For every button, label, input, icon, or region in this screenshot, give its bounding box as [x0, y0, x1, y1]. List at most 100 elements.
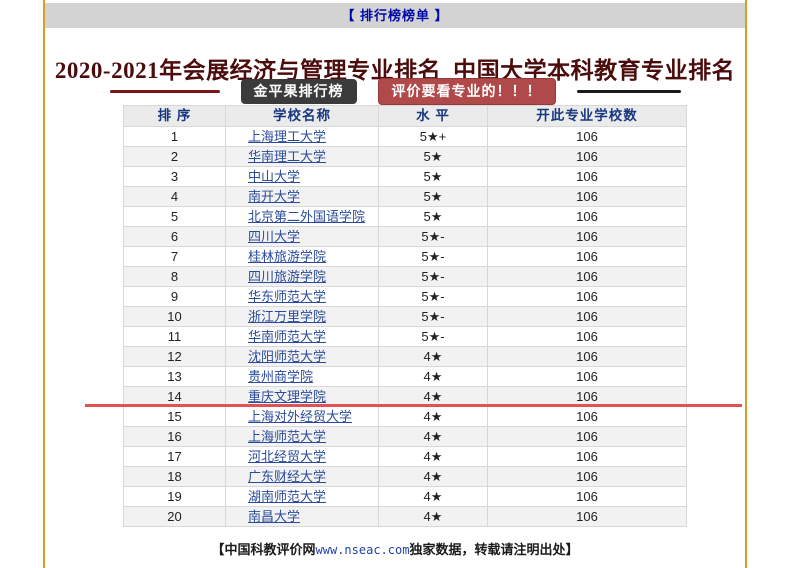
table-row: 16 上海师范大学 4★ 106 — [123, 426, 687, 447]
school-link[interactable]: 沈阳师范大学 — [248, 349, 327, 364]
section-header-label: 【 排行榜榜单 】 — [341, 8, 449, 23]
footer-url-link[interactable]: www.nseac.com — [315, 543, 410, 557]
school-link[interactable]: 重庆文理学院 — [248, 389, 327, 404]
level-cell: 5★- — [378, 226, 488, 247]
school-link[interactable]: 中山大学 — [248, 169, 301, 184]
rank-cell: 18 — [123, 466, 226, 487]
rank-cell: 8 — [123, 266, 226, 287]
school-cell: 北京第二外国语学院 — [225, 206, 379, 227]
table-row: 14 重庆文理学院 4★ 106 — [123, 386, 687, 407]
count-cell: 106 — [487, 446, 687, 467]
rank-cell: 6 — [123, 226, 226, 247]
table-row: 6 四川大学 5★- 106 — [123, 226, 687, 247]
school-cell: 华东师范大学 — [225, 286, 379, 307]
school-link[interactable]: 华东师范大学 — [248, 289, 327, 304]
table-row: 11 华南师范大学 5★- 106 — [123, 326, 687, 347]
rank-cell: 1 — [123, 126, 226, 147]
header-count: 开此专业学校数 — [487, 105, 687, 127]
school-link[interactable]: 上海师范大学 — [248, 429, 327, 444]
table-row: 19 湖南师范大学 4★ 106 — [123, 486, 687, 507]
school-link[interactable]: 贵州商学院 — [248, 369, 314, 384]
school-link[interactable]: 河北经贸大学 — [248, 449, 327, 464]
rank-cell: 13 — [123, 366, 226, 387]
count-cell: 106 — [487, 246, 687, 267]
school-cell: 湖南师范大学 — [225, 486, 379, 507]
slogan-badge: 评价要看专业的！！！ — [377, 78, 556, 105]
count-cell: 106 — [487, 486, 687, 507]
level-cell: 4★ — [378, 486, 488, 507]
table-row: 15 上海对外经贸大学 4★ 106 — [123, 406, 687, 427]
level-cell: 5★- — [378, 246, 488, 267]
level-cell: 5★- — [378, 286, 488, 307]
rank-cell: 5 — [123, 206, 226, 227]
rank-cell: 11 — [123, 326, 226, 347]
school-link[interactable]: 广东财经大学 — [248, 469, 327, 484]
school-cell: 华南师范大学 — [225, 326, 379, 347]
school-cell: 南昌大学 — [225, 506, 379, 527]
rank-cell: 17 — [123, 446, 226, 467]
level-cell: 4★ — [378, 446, 488, 467]
table-row: 3 中山大学 5★ 106 — [123, 166, 687, 187]
school-link[interactable]: 华南理工大学 — [248, 149, 327, 164]
level-cell: 5★ — [378, 206, 488, 227]
table-row: 18 广东财经大学 4★ 106 — [123, 466, 687, 487]
count-cell: 106 — [487, 406, 687, 427]
table-row: 8 四川旅游学院 5★- 106 — [123, 266, 687, 287]
count-cell: 106 — [487, 426, 687, 447]
rank-cell: 16 — [123, 426, 226, 447]
table-body: 1 上海理工大学 5★+ 106 2 华南理工大学 5★ 106 3 中山大学 … — [123, 126, 687, 527]
school-link[interactable]: 上海对外经贸大学 — [248, 409, 353, 424]
level-cell: 5★ — [378, 146, 488, 167]
level-cell: 5★- — [378, 326, 488, 347]
header-level: 水 平 — [378, 105, 488, 127]
school-link[interactable]: 上海理工大学 — [248, 129, 327, 144]
right-black-rule — [576, 90, 681, 93]
school-cell: 河北经贸大学 — [225, 446, 379, 467]
table-row: 13 贵州商学院 4★ 106 — [123, 366, 687, 387]
count-cell: 106 — [487, 146, 687, 167]
school-cell: 沈阳师范大学 — [225, 346, 379, 367]
count-cell: 106 — [487, 326, 687, 347]
rank-cell: 7 — [123, 246, 226, 267]
section-header-bar: 【 排行榜榜单 】 — [45, 3, 745, 28]
footer-prefix: 【中国科教评价网 — [211, 542, 316, 557]
table-header-row: 排 序 学校名称 水 平 开此专业学校数 — [123, 105, 687, 127]
school-link[interactable]: 华南师范大学 — [248, 329, 327, 344]
school-link[interactable]: 四川大学 — [248, 229, 301, 244]
school-cell: 华南理工大学 — [225, 146, 379, 167]
level-cell: 5★- — [378, 306, 488, 327]
count-cell: 106 — [487, 226, 687, 247]
school-link[interactable]: 南昌大学 — [248, 509, 301, 524]
level-cell: 4★ — [378, 406, 488, 427]
left-red-rule — [109, 90, 220, 93]
school-link[interactable]: 南开大学 — [248, 189, 301, 204]
school-cell: 贵州商学院 — [225, 366, 379, 387]
table-row: 9 华东师范大学 5★- 106 — [123, 286, 687, 307]
count-cell: 106 — [487, 166, 687, 187]
school-link[interactable]: 湖南师范大学 — [248, 489, 327, 504]
table-row: 2 华南理工大学 5★ 106 — [123, 146, 687, 167]
rank-cell: 3 — [123, 166, 226, 187]
count-cell: 106 — [487, 366, 687, 387]
level-cell: 4★ — [378, 366, 488, 387]
count-cell: 106 — [487, 506, 687, 527]
right-gold-border — [745, 0, 747, 568]
school-cell: 上海师范大学 — [225, 426, 379, 447]
red-highlight-divider — [85, 404, 742, 407]
rank-cell: 14 — [123, 386, 226, 407]
school-link[interactable]: 桂林旅游学院 — [248, 249, 327, 264]
school-cell: 四川大学 — [225, 226, 379, 247]
footer-note: 【中国科教评价网www.nseac.com独家数据，转载请注明出处】 — [45, 539, 745, 557]
count-cell: 106 — [487, 266, 687, 287]
level-cell: 4★ — [378, 466, 488, 487]
table-row: 7 桂林旅游学院 5★- 106 — [123, 246, 687, 267]
level-cell: 5★+ — [378, 126, 488, 147]
school-link[interactable]: 北京第二外国语学院 — [248, 209, 366, 224]
brand-badge: 金平果排行榜 — [240, 79, 357, 104]
rank-cell: 15 — [123, 406, 226, 427]
school-link[interactable]: 浙江万里学院 — [248, 309, 327, 324]
school-cell: 浙江万里学院 — [225, 306, 379, 327]
school-link[interactable]: 四川旅游学院 — [248, 269, 327, 284]
level-cell: 4★ — [378, 506, 488, 527]
header-rank: 排 序 — [123, 105, 226, 127]
